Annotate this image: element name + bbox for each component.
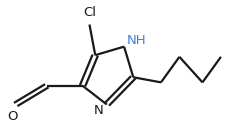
Text: NH: NH xyxy=(126,34,145,47)
Text: O: O xyxy=(7,110,17,123)
Text: N: N xyxy=(93,104,103,117)
Text: Cl: Cl xyxy=(83,6,96,19)
